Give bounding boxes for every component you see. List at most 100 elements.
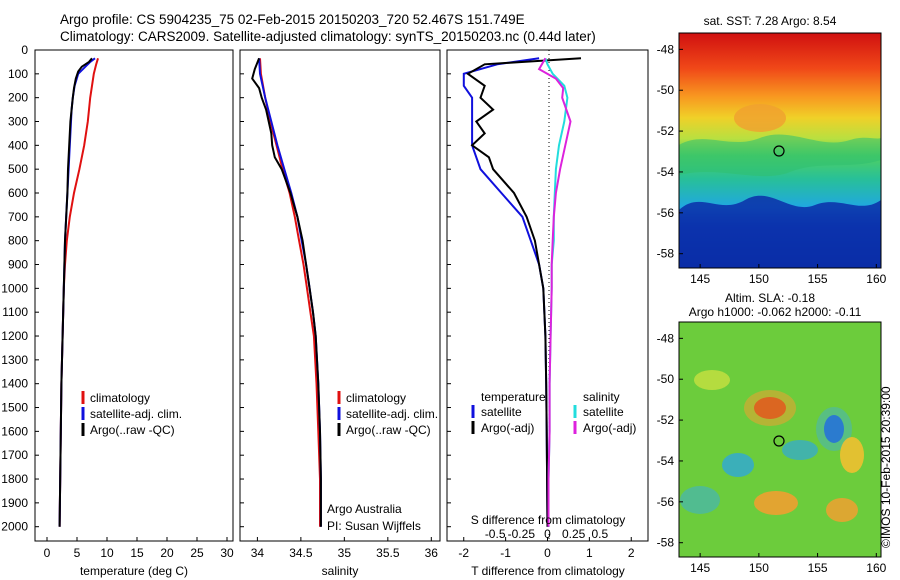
header-line2: Climatology: CARS2009. Satellite-adjuste… [60, 29, 596, 44]
x-tick-label: 35 [338, 546, 352, 560]
map-y-tick-label: -54 [657, 454, 675, 468]
s-difference-x-label: S difference from climatology [471, 513, 626, 527]
annotation-line1: Argo Australia [327, 502, 402, 516]
x-tick-label: 15 [130, 546, 144, 560]
map-y-tick-label: -48 [657, 331, 675, 345]
imos-credit: ©IMOS 10-Feb-2015 20:39:00 [879, 386, 893, 548]
depth-tick-label: 1900 [1, 496, 28, 510]
sla-positive-anomaly [826, 498, 858, 522]
sst-map-ticks: 145 150 155 160 -48 -50 -52 -54 -56 -58 [657, 42, 887, 286]
map-x-tick-label: 155 [808, 272, 828, 286]
sla-map-title-line2: Argo h1000: -0.062 h2000: -0.11 [689, 305, 862, 319]
x-tick-label: 1 [586, 546, 593, 560]
sla-negative-anomaly [722, 453, 754, 477]
temperature-series [58, 57, 99, 527]
legend-argo-label: Argo(..raw -QC) [346, 423, 431, 437]
sla-negative-anomaly [680, 486, 720, 514]
sst-warm-eddy [734, 104, 786, 132]
temperature-panel-frame [34, 49, 234, 542]
x-tick-label: 34.5 [289, 546, 313, 560]
depth-tick-label: 1000 [1, 281, 28, 295]
series-line-climatology [58, 58, 99, 527]
x-tick-label: 30 [220, 546, 234, 560]
x-tick-label: 20 [160, 546, 174, 560]
salinity-series [251, 57, 322, 527]
legend-satellite-label: satellite-adj. clim. [346, 407, 438, 421]
series-line-s-argo--adj- [537, 57, 572, 527]
sst-cold-band [679, 195, 881, 268]
map-y-tick-label: -48 [657, 42, 675, 56]
map-x-tick-label: 160 [866, 561, 886, 575]
annotation-line2: PI: Susan Wijffels [327, 519, 421, 533]
series-line-t-argo--adj- [466, 57, 582, 527]
map-y-tick-label: -52 [657, 413, 675, 427]
series-line-argo---raw--qc- [251, 57, 322, 527]
legend-climatology-label: climatology [346, 391, 406, 405]
depth-tick-label: 700 [8, 210, 28, 224]
sst-argo-location-marker [773, 145, 785, 157]
depth-tick-label: 1100 [2, 305, 28, 319]
legend-argo-label: Argo(..raw -QC) [90, 423, 175, 437]
map-y-tick-label: -54 [657, 165, 675, 179]
sst-map [679, 33, 881, 268]
sla-argo-location-marker [773, 435, 785, 447]
x-tick-label: -1 [500, 546, 511, 560]
sst-map-title: sat. SST: 7.28 Argo: 8.54 [704, 14, 837, 28]
x-tick-label: 36 [425, 546, 439, 560]
depth-tick-label: 1700 [1, 448, 28, 462]
x-tick-label: 5 [74, 546, 81, 560]
legend-climatology-label: climatology [90, 391, 150, 405]
sla-map-ticks: 145 150 155 160 -48 -50 -52 -54 -56 -58 [657, 331, 887, 575]
sla-positive-halo [744, 390, 796, 426]
legend-s-satellite-label: satellite [583, 405, 624, 419]
temperature-legend: climatology satellite-adj. clim. Argo(..… [81, 391, 182, 437]
temperature-x-label: temperature (deg C) [80, 564, 188, 578]
map-y-tick-label: -50 [657, 372, 675, 386]
depth-tick-label: 500 [8, 162, 28, 176]
depth-tick-label: 1200 [1, 329, 28, 343]
s-x-tick-label: -0.25 [508, 527, 536, 541]
depth-tick-label: 800 [8, 234, 28, 248]
legend-s-argo-label: Argo(-adj) [583, 421, 636, 435]
depth-tick-label: 1600 [1, 424, 28, 438]
sla-map [679, 322, 881, 557]
s-difference-x-ticks: -0.5 -0.25 0 0.25 0.5 [485, 527, 609, 541]
sla-positive-anomaly [840, 437, 864, 473]
x-tick-label: 2 [628, 546, 635, 560]
legend-t-satellite-label: satellite [481, 405, 522, 419]
salinity-x-label: salinity [322, 564, 359, 578]
difference-x-ticks: -2 -1 0 1 2 [458, 537, 635, 560]
sla-weak-anomaly [694, 370, 730, 390]
x-tick-label: 0 [44, 546, 51, 560]
s-x-tick-label: 0.5 [592, 527, 609, 541]
map-y-tick-label: -52 [657, 124, 675, 138]
depth-tick-label: 0 [21, 43, 28, 57]
sla-positive-anomaly [754, 491, 798, 515]
map-x-tick-label: 145 [690, 561, 710, 575]
depth-tick-label: 2000 [1, 520, 28, 534]
sla-map-title-line1: Altim. SLA: -0.18 [725, 291, 815, 305]
map-y-tick-label: -56 [657, 495, 675, 509]
map-x-tick-label: 150 [749, 561, 769, 575]
series-line-t-satellite [462, 57, 549, 527]
x-tick-label: 25 [190, 546, 204, 560]
x-tick-label: 35.5 [376, 546, 400, 560]
sst-map-frame [678, 32, 882, 269]
map-y-tick-label: -56 [657, 206, 675, 220]
salinity-legend: climatology satellite-adj. clim. Argo(..… [327, 391, 438, 533]
s-x-tick-label: 0.25 [562, 527, 586, 541]
sla-negative-halo [816, 407, 852, 451]
legend-t-argo-label: Argo(-adj) [481, 421, 534, 435]
salinity-x-ticks: 34 34.5 35 35.5 36 [251, 537, 439, 560]
depth-tick-label: 200 [8, 91, 28, 105]
map-y-tick-label: -58 [657, 247, 675, 261]
depth-tick-label: 1300 [1, 353, 28, 367]
x-tick-label: 0 [544, 546, 551, 560]
depth-tick-label: 300 [8, 115, 28, 129]
map-y-tick-label: -58 [657, 536, 675, 550]
series-line-satellite-adj--clim- [58, 57, 96, 527]
depth-tick-label: 1400 [1, 377, 28, 391]
map-y-tick-label: -50 [657, 83, 675, 97]
depth-tick-label: 400 [8, 138, 28, 152]
